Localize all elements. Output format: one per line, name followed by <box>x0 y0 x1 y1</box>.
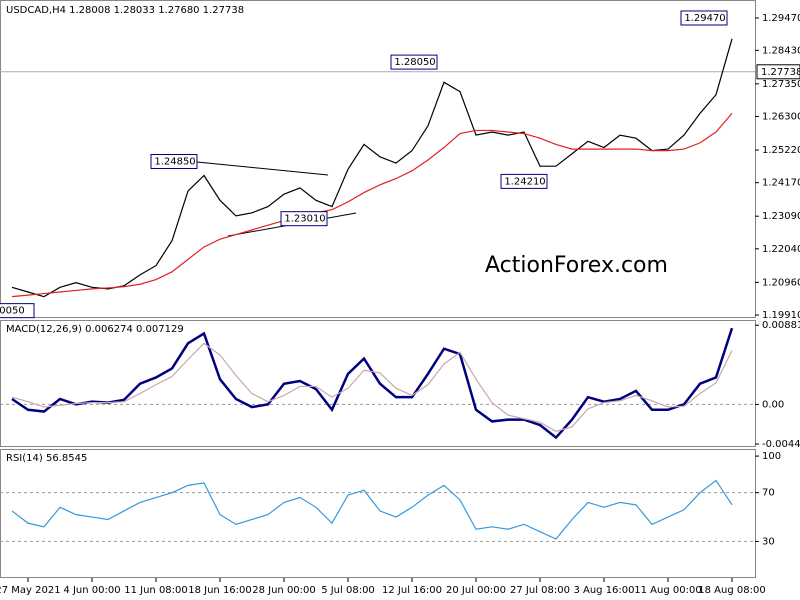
last-price-label: 1.27738 <box>761 67 800 78</box>
trendline <box>196 161 329 176</box>
x-tick-label: 27 Jul 08:00 <box>510 585 570 596</box>
price-label-box <box>0 303 35 319</box>
x-tick-label: 11 Aug 00:00 <box>634 585 701 596</box>
y-tick-label: -0.004416 <box>762 439 800 450</box>
x-tick-label: 18 Jun 16:00 <box>188 585 252 596</box>
series-line <box>11 342 733 432</box>
price-panel <box>0 0 756 318</box>
series-line <box>11 112 733 298</box>
series-line <box>11 479 733 540</box>
y-tick-label: 30 <box>762 536 775 547</box>
price-label: 1.24850 <box>154 157 195 168</box>
x-tick-label: 18 Aug 08:00 <box>698 585 765 596</box>
x-tick-label: 12 Jul 16:00 <box>382 585 442 596</box>
y-tick-label: 70 <box>762 488 775 499</box>
price-label: 1.23010 <box>284 214 325 225</box>
y-tick-label: 1.28430 <box>762 45 800 56</box>
price-label: 1.29470 <box>684 13 725 24</box>
y-tick-label: 1.22040 <box>762 244 800 255</box>
price-label: 1.24210 <box>504 176 545 187</box>
y-tick-label: 1.24170 <box>762 178 800 189</box>
y-tick-label: 1.29470 <box>762 13 800 24</box>
price-label: 0050 <box>0 306 25 317</box>
y-tick-label: 0.008816 <box>762 320 800 331</box>
last-price-box <box>756 64 800 80</box>
price-label-box <box>500 173 548 189</box>
price-label: 1.28050 <box>394 57 435 68</box>
macd-title: MACD(12,26,9) 0.006274 0.007129 <box>6 324 184 335</box>
rsi-panel <box>0 449 756 578</box>
price-title: USDCAD,H4 1.28008 1.28033 1.27680 1.2773… <box>6 5 244 16</box>
x-tick-label: 20 Jul 00:00 <box>446 585 506 596</box>
x-tick-label: 4 Jun 00:00 <box>63 585 120 596</box>
price-label-box <box>390 54 438 70</box>
x-tick-label: 11 Jun 08:00 <box>124 585 188 596</box>
y-tick-label: 100 <box>762 451 781 462</box>
x-tick-label: 5 Jul 08:00 <box>321 585 375 596</box>
y-tick-label: 1.19910 <box>762 310 800 321</box>
x-tick-label: 28 Jun 00:00 <box>252 585 316 596</box>
y-tick-label: 1.26300 <box>762 111 800 122</box>
y-tick-label: 1.23090 <box>762 211 800 222</box>
price-label-box <box>280 211 328 227</box>
x-tick-label: 27 May 2021 <box>0 585 61 596</box>
macd-panel <box>0 320 756 447</box>
y-tick-label: 1.20960 <box>762 277 800 288</box>
price-label-box <box>680 10 728 26</box>
price-label-box <box>150 154 198 170</box>
watermark: ActionForex.com <box>485 253 668 278</box>
x-tick-label: 3 Aug 16:00 <box>573 585 634 596</box>
y-tick-label: 1.25220 <box>762 145 800 156</box>
y-tick-label: 0.00 <box>762 399 784 410</box>
rsi-title: RSI(14) 56.8545 <box>6 453 87 464</box>
y-tick-label: 1.27350 <box>762 79 800 90</box>
series-line <box>11 38 733 298</box>
